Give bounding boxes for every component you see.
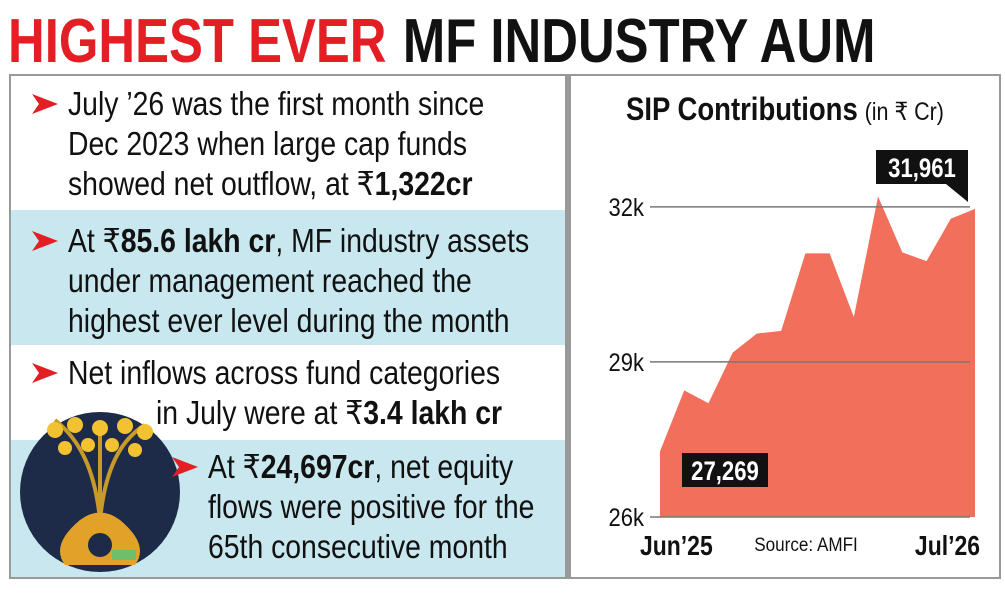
- text-run: under management reached the: [68, 262, 472, 300]
- bullet-line: 65th consecutive month: [208, 528, 508, 566]
- bullet-line: flows were positive for the: [208, 488, 534, 526]
- y-tick-label: 32k: [609, 194, 645, 222]
- text-run: July ’26 was the first month since: [68, 85, 484, 123]
- bullet-line: Dec 2023 when large cap funds: [68, 125, 467, 163]
- bullet-line: July ’26 was the first month since: [68, 85, 484, 123]
- bold-figure: 85.6 lakh cr: [121, 222, 276, 260]
- text-run: 65th consecutive month: [208, 528, 508, 566]
- bold-figure: 24,697cr: [261, 448, 375, 486]
- value-label-box: [682, 453, 768, 487]
- bullet-arrow: [32, 363, 58, 383]
- bullet-line: showed net outflow, at ₹1,322cr: [68, 165, 473, 203]
- headline-rest: MF INDUSTRY AUM: [403, 7, 876, 76]
- bullet-line: At ₹24,697cr, net equity: [208, 448, 514, 486]
- text-run: highest ever level during the month: [68, 302, 510, 340]
- value-label-pointer: [946, 184, 968, 202]
- y-tick-label: 29k: [609, 349, 645, 377]
- frame: [9, 74, 1001, 579]
- source: Source: AMFI: [754, 534, 858, 555]
- bullet-line: At ₹85.6 lakh cr, MF industry assets: [68, 222, 529, 260]
- x-tick-label: Jul’26: [915, 531, 980, 562]
- bullet-line: under management reached the: [68, 262, 472, 300]
- area: [660, 196, 975, 518]
- chart-title: SIP Contributions: [626, 92, 858, 127]
- text-run: , net equity: [374, 448, 513, 486]
- chart-title-group: SIP Contributions (in ₹ Cr): [626, 92, 944, 127]
- bullet-line: highest ever level during the month: [68, 302, 510, 340]
- text-run: in July were at ₹: [156, 394, 363, 432]
- text-run: flows were positive for the: [208, 488, 534, 526]
- text-run: At ₹: [68, 222, 121, 260]
- text-run: Dec 2023 when large cap funds: [68, 125, 467, 163]
- chart-subtitle: (in ₹ Cr): [865, 97, 944, 125]
- value-label-box: [876, 150, 968, 184]
- text-run: , MF industry assets: [275, 222, 529, 260]
- value-label: 27,269: [691, 457, 759, 487]
- x-tick-label: Jun’25: [640, 531, 713, 562]
- headline-highlight: HIGHEST EVER: [8, 7, 387, 76]
- bullet-line: Net inflows across fund categories: [68, 354, 500, 392]
- text-run: showed net outflow, at ₹: [68, 165, 375, 203]
- bullet-line: in July were at ₹3.4 lakh cr: [156, 394, 502, 432]
- bullet-arrow: [32, 94, 58, 114]
- row-bg: [10, 210, 568, 345]
- text-run: Net inflows across fund categories: [68, 354, 500, 392]
- bold-figure: 1,322cr: [375, 165, 473, 203]
- text-run: At ₹: [208, 448, 261, 486]
- bold-figure: 3.4 lakh cr: [363, 394, 502, 432]
- icon: [20, 412, 180, 572]
- bullet-arrow: [172, 457, 198, 477]
- headline: HIGHEST EVER MF INDUSTRY AUM: [8, 7, 875, 76]
- value-label: 31,961: [888, 154, 956, 184]
- y-tick-label: 26k: [609, 504, 645, 532]
- bullet-arrow: [32, 231, 58, 251]
